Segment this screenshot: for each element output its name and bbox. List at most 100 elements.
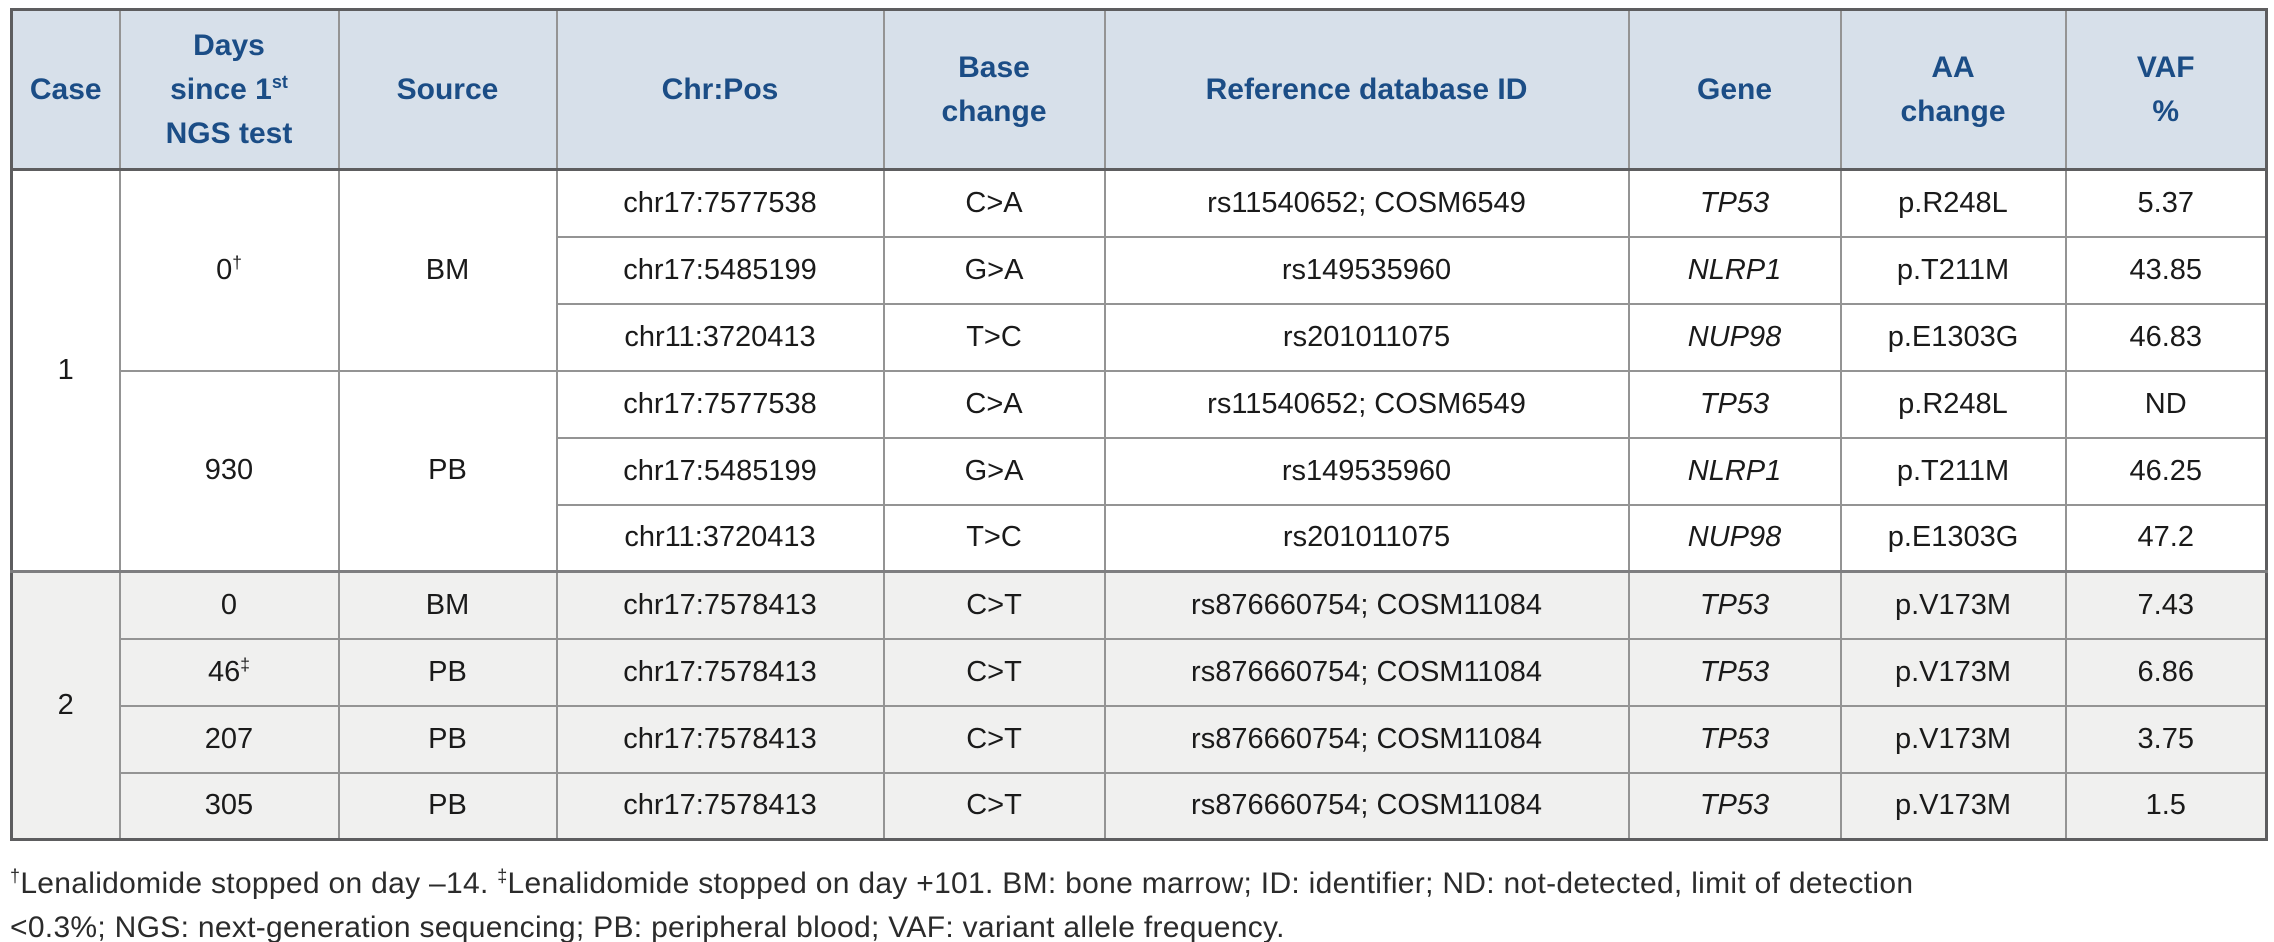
text-run: rs11540652; COSM6549	[1207, 387, 1526, 420]
text-run: p.V173M	[1894, 789, 2012, 822]
text-run: G>A	[964, 454, 1024, 487]
header-line: Base	[891, 46, 1098, 90]
cell-vaf: 5.37	[2064, 168, 2268, 238]
text-run: NUP98	[1687, 320, 1782, 353]
text-run: PB	[428, 655, 467, 688]
cell-ref-db-id: rs11540652; COSM6549	[1103, 168, 1630, 238]
text-run: VAF	[2136, 50, 2195, 84]
text-run: BM	[425, 253, 470, 286]
text-run: Base	[958, 50, 1030, 84]
cell-days: 930	[118, 369, 340, 573]
text-run: p.T211M	[1896, 454, 2010, 487]
text-run: NGS test	[165, 116, 293, 150]
table-row: chr17:5485199 G>A rs149535960 NLRP1 p.T211M 4…	[12, 235, 2268, 305]
cell-case: 2	[10, 570, 121, 841]
cell-aa-change: p.V173M	[1839, 637, 2067, 707]
text-run: change	[1900, 94, 2006, 128]
header-line: since 1st	[127, 68, 332, 112]
cell-ref-db-id: rs876660754; COSM11084	[1103, 637, 1630, 707]
text-run: rs149535960	[1281, 454, 1452, 487]
cell-gene: NUP98	[1627, 302, 1842, 372]
cell-aa-change: p.T211M	[1839, 235, 2067, 305]
cell-base-change: T>C	[882, 302, 1106, 372]
cell-ref-db-id: rs876660754; COSM11084	[1103, 771, 1630, 841]
text-run: 46	[208, 655, 241, 688]
text-run: chr17:7577538	[623, 186, 817, 219]
cell-aa-change: p.V173M	[1839, 771, 2067, 841]
cell-chrpos: chr17:7577538	[555, 369, 885, 439]
cell-vaf: 47.2	[2064, 503, 2268, 573]
footnote-line: <0.3%; NGS: next-generation sequencing; …	[10, 906, 2268, 942]
text-run: TP53	[1699, 387, 1770, 420]
text-run: 1.5	[2145, 789, 2186, 822]
cell-aa-change: p.R248L	[1839, 168, 2067, 238]
col-header-gene: Gene	[1627, 8, 1842, 171]
text-run: p.V173M	[1894, 655, 2012, 688]
text-run: p.V173M	[1894, 722, 2012, 755]
cell-base-change: C>T	[882, 637, 1106, 707]
cell-base-change: C>A	[882, 168, 1106, 238]
cell-chrpos: chr17:7578413	[555, 771, 885, 841]
cell-gene: NLRP1	[1627, 235, 1842, 305]
cell-vaf: 6.86	[2064, 637, 2268, 707]
cell-aa-change: p.T211M	[1839, 436, 2067, 506]
header-row: Case Days since 1st NGS test Source Chr:Pos Ba…	[10, 8, 2268, 171]
table-header: Case Days since 1st NGS test Source Chr:Pos Ba…	[10, 8, 2268, 171]
text-run: PB	[428, 722, 467, 755]
cell-source: PB	[337, 704, 558, 774]
cell-ref-db-id: rs149535960	[1103, 235, 1630, 305]
text-run: Lenalidomide stopped on day +101. BM: bo…	[507, 867, 1914, 900]
cell-aa-change: p.R248L	[1839, 369, 2067, 439]
footnote: †Lenalidomide stopped on day –14. ‡Lenal…	[10, 862, 2268, 942]
cell-ref-db-id: rs11540652; COSM6549	[1103, 369, 1630, 439]
cell-base-change: C>T	[882, 570, 1106, 640]
text-run: 3.75	[2137, 722, 2194, 755]
text-run: chr11:3720413	[624, 320, 816, 353]
header-line: AA	[1848, 46, 2059, 90]
table-row: 2 0 BM chr17:7578413 C>T rs876660754; COSM110…	[10, 570, 2268, 841]
cell-gene: TP53	[1627, 369, 1842, 439]
cell-base-change: C>T	[882, 771, 1106, 841]
text-run: 2	[57, 689, 74, 721]
text-run: 1	[57, 354, 74, 386]
cell-source: PB	[337, 369, 558, 573]
cell-days: 46‡	[118, 637, 340, 707]
cell-source: BM	[337, 570, 558, 640]
cell-gene: TP53	[1627, 637, 1842, 707]
text-run: C>T	[966, 722, 1022, 755]
text-run: p.E1303G	[1887, 320, 2019, 353]
text-run: G>A	[964, 253, 1024, 286]
cell-vaf: 3.75	[2064, 704, 2268, 774]
cell-days: 0	[118, 570, 340, 640]
table-row: 207 PB chr17:7578413 C>T rs876660754; COSM11…	[12, 704, 2268, 774]
header-line: change	[891, 90, 1098, 134]
text-run: 305	[204, 789, 254, 822]
text-run: 930	[204, 454, 254, 487]
text-run: T>C	[966, 521, 1022, 554]
cell-ref-db-id: rs876660754; COSM11084	[1103, 570, 1630, 640]
col-header-aa-change: AA change	[1839, 8, 2067, 171]
header-line: Gene	[1636, 68, 1834, 112]
cell-chrpos: chr17:5485199	[555, 436, 885, 506]
superscript-marker: †	[10, 866, 21, 886]
text-run: rs149535960	[1281, 253, 1452, 286]
text-run: PB	[428, 789, 467, 822]
cell-chrpos: chr11:3720413	[555, 302, 885, 372]
cell-gene: TP53	[1627, 570, 1842, 640]
text-run: TP53	[1699, 588, 1770, 621]
cell-days: 305	[118, 771, 340, 841]
text-run: ND	[2144, 387, 2187, 420]
text-run: C>T	[966, 655, 1022, 688]
cell-aa-change: p.V173M	[1839, 704, 2067, 774]
text-run: NLRP1	[1687, 454, 1782, 487]
cell-vaf: 46.25	[2064, 436, 2268, 506]
text-run: BM	[425, 588, 470, 621]
cell-chrpos: chr17:7577538	[555, 168, 885, 238]
cell-gene: NLRP1	[1627, 436, 1842, 506]
cell-chrpos: chr11:3720413	[555, 503, 885, 573]
cell-chrpos: chr17:7578413	[555, 637, 885, 707]
text-run: <0.3%; NGS: next-generation sequencing; …	[10, 911, 1285, 942]
text-run: change	[941, 94, 1047, 128]
cell-base-change: C>T	[882, 704, 1106, 774]
cell-ref-db-id: rs149535960	[1103, 436, 1630, 506]
